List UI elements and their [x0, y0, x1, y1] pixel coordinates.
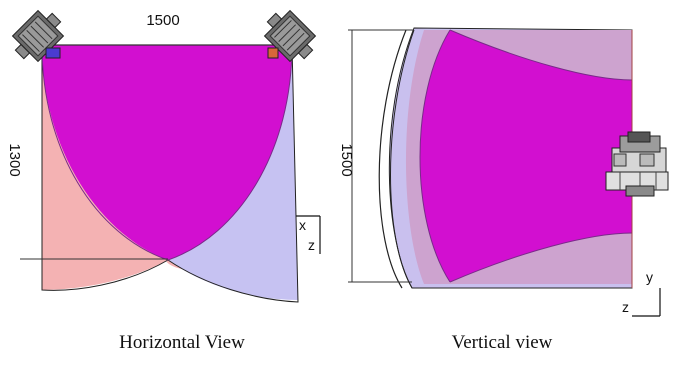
- width-label: 1500: [146, 12, 179, 29]
- horizontal-view-caption: Horizontal View: [119, 332, 245, 353]
- axis-y-label: y: [646, 269, 653, 285]
- left-camera-lens: [45, 47, 61, 59]
- bottom-boundary-curve: [449, 232, 633, 283]
- depth-label: 1300: [6, 143, 23, 176]
- right-camera-lens: [267, 47, 279, 59]
- horizontal-view: 1500 1300 x z: [6, 9, 321, 303]
- overlap-coverage: [42, 45, 292, 260]
- axis-x-label: x: [299, 217, 306, 233]
- height-label: 1500: [338, 143, 355, 176]
- side-camera-icon: [605, 131, 669, 197]
- vertical-view-caption: Vertical view: [451, 332, 553, 353]
- axis-z-label-vertical: z: [622, 299, 629, 315]
- vertical-view: 1500 y z: [338, 27, 669, 317]
- left-arc: [41, 44, 169, 261]
- top-boundary-curve: [449, 29, 633, 81]
- inner-bezel: [390, 29, 415, 289]
- left-camera-icon: [11, 9, 65, 63]
- axis-z-label: z: [308, 237, 315, 253]
- vertical-overlap-coverage: [420, 30, 632, 282]
- outer-bezel: [378, 29, 407, 289]
- inner-arc: [419, 29, 451, 283]
- vertical-axis-indicator: y z: [622, 269, 661, 317]
- horizontal-axis-indicator: x z: [296, 215, 321, 254]
- right-arc: [167, 44, 293, 261]
